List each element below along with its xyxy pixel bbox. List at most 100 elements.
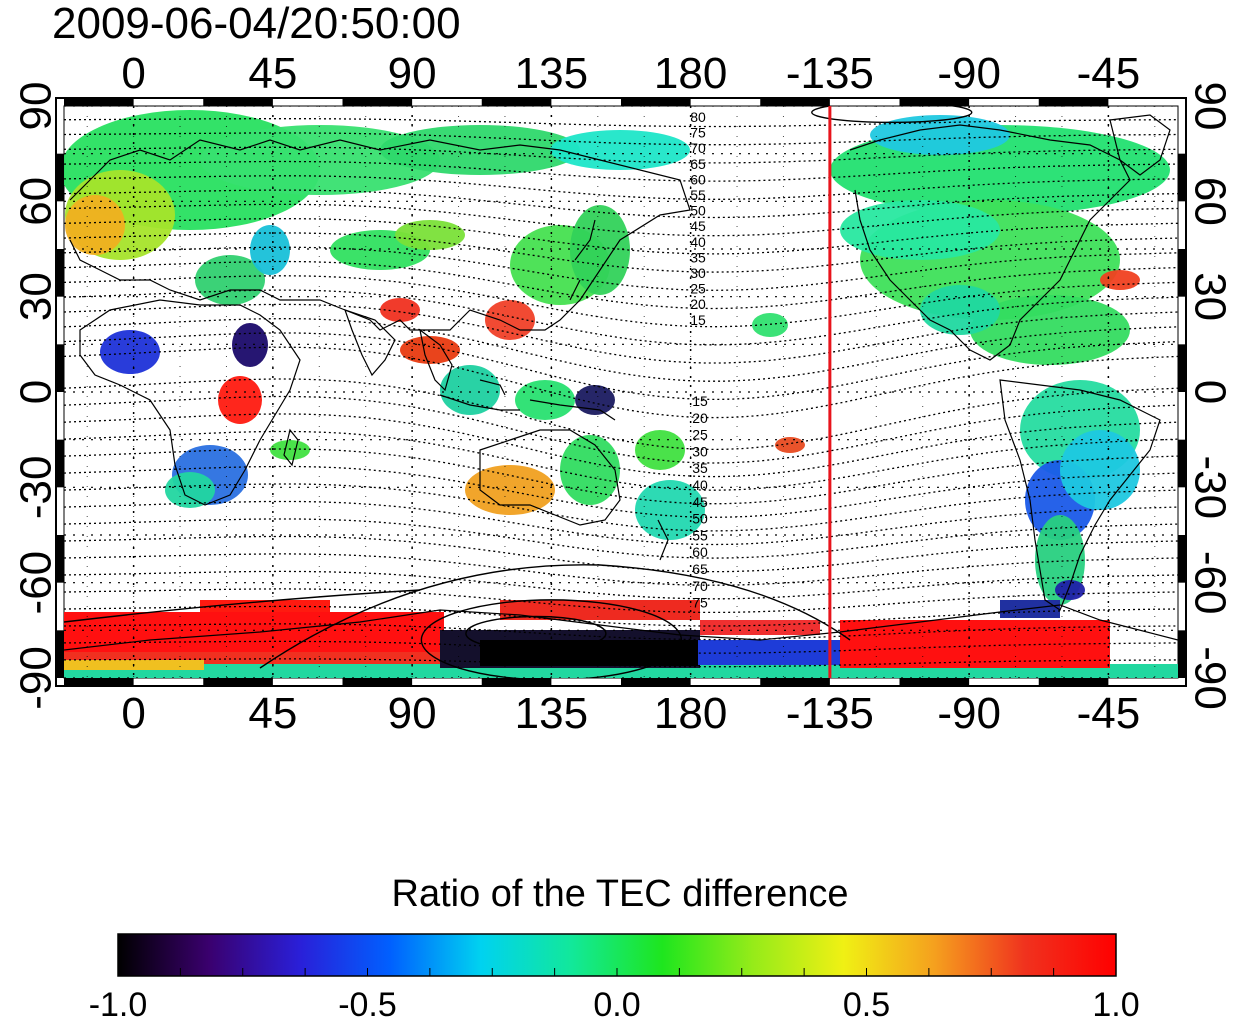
top-axis-tick-label: 135: [515, 49, 588, 98]
contour-label-north: 60: [690, 171, 706, 187]
contour-label-south: 70: [692, 578, 708, 594]
contour-line: [64, 332, 1178, 401]
contour-line: [64, 500, 1178, 546]
contour-label-south: 40: [692, 477, 708, 493]
tick-bar-right: [1178, 344, 1186, 392]
coastline-path: [283, 428, 299, 467]
contour-label-north: 75: [690, 125, 706, 141]
data-patch: [380, 298, 420, 322]
contour-line: [64, 132, 1178, 146]
left-axis-tick-label: 30: [12, 272, 61, 321]
left-axis-tick-label: -90: [12, 646, 61, 710]
tick-bar-left: [56, 535, 64, 583]
tick-bar-left: [56, 630, 64, 678]
colorbar-tick-label: -0.5: [338, 986, 397, 1024]
tick-bar-bottom: [481, 678, 552, 686]
contour-oval: [811, 106, 973, 124]
contour-label-north: 70: [690, 140, 706, 156]
data-patch: [635, 480, 705, 540]
contour-line: [64, 553, 1178, 586]
contour-label-south: 15: [692, 393, 708, 409]
top-axis-tick-label: 0: [121, 49, 145, 98]
data-patch: [100, 330, 160, 374]
contour-line: [64, 118, 1178, 128]
top-axis-tick-label: 180: [654, 49, 727, 98]
tick-bar-top: [621, 98, 691, 106]
data-patch: [165, 472, 215, 508]
contour-line: [64, 175, 1178, 200]
tick-bar-bottom: [1038, 678, 1109, 686]
coastline-path: [999, 379, 1161, 611]
bottom-axis-tick-label: 180: [654, 689, 727, 738]
contour-line: [64, 246, 1178, 291]
data-patch: [560, 435, 620, 505]
contour-line: [64, 658, 1178, 668]
coastline-path: [439, 379, 616, 421]
bottom-axis-tick-label: 135: [515, 689, 588, 738]
tick-bar-top: [1038, 98, 1109, 106]
contour-line: [64, 189, 1178, 219]
contour-label-south: 50: [692, 511, 708, 527]
contour-line: [64, 483, 1178, 532]
colorbar-tick-label: -1.0: [89, 986, 148, 1024]
contour-label-south: 75: [692, 595, 708, 611]
contour-line: [64, 413, 1178, 478]
contour-label-north: 80: [690, 109, 706, 125]
coastline-path: [344, 309, 396, 377]
contour-line: [64, 260, 1178, 310]
tick-bar-right: [1178, 439, 1186, 488]
data-patch: [1060, 430, 1140, 510]
contour-line: [64, 623, 1178, 641]
tec-data-patches: [64, 110, 1178, 678]
contour-line: [64, 346, 1178, 419]
data-patch: [270, 440, 310, 460]
contour-line: [64, 570, 1178, 600]
right-axis-tick-label: 60: [1186, 177, 1235, 226]
bottom-axis-tick-label: 45: [248, 689, 297, 738]
right-axis-tick-label: -60: [1186, 551, 1235, 615]
coastline-path: [479, 429, 621, 526]
data-patch: [870, 115, 1010, 155]
colorbar-title: Ratio of the TEC difference: [391, 873, 849, 915]
tick-bar-right: [1178, 630, 1186, 678]
contour-line: [64, 448, 1178, 505]
contour-label-north: 35: [690, 249, 706, 265]
data-patch: [465, 465, 555, 515]
contour-label-north: 15: [690, 312, 706, 328]
tick-bar-top: [760, 98, 830, 106]
data-patch: [970, 295, 1130, 365]
contour-label-south: 65: [692, 561, 708, 577]
data-patch: [195, 255, 265, 305]
coastlines: [64, 114, 1178, 651]
bottom-axis-tick-label: -135: [786, 689, 874, 738]
contour-label-north: 40: [690, 234, 706, 250]
contour-label-south: 55: [692, 527, 708, 543]
data-patch: [250, 225, 290, 275]
left-axis-tick-label: 90: [12, 82, 61, 131]
bottom-axis-tick-label: 0: [121, 689, 145, 738]
tick-bar-right: [1178, 153, 1186, 202]
contour-line: [64, 303, 1178, 364]
axis-labels: 0 45 90 135 180 -135 -90 -450 45 90 135 180 -135 -90-…: [12, 49, 1235, 738]
tick-bar-top: [203, 98, 273, 106]
top-axis-tick-label: 90: [388, 49, 437, 98]
data-cell: [698, 640, 848, 665]
colorbar-tick-label: 1.0: [1092, 986, 1139, 1024]
bottom-axis-tick-label: -45: [1077, 689, 1141, 738]
contour-label-north: 25: [690, 281, 706, 297]
data-patch: [1100, 270, 1140, 290]
contour-line: [64, 588, 1178, 614]
tick-bar-bottom: [899, 678, 970, 686]
tick-bar-top: [342, 98, 413, 106]
data-patch: [1055, 580, 1085, 600]
magnetic-latitude-contours: [64, 106, 1178, 678]
contour-line-solid: [64, 589, 421, 623]
data-patch: [635, 430, 685, 470]
tick-bar-left: [56, 344, 64, 392]
contour-line: [64, 518, 1178, 559]
data-patch: [840, 200, 1000, 260]
contour-line: [64, 535, 1178, 573]
data-patch: [400, 336, 460, 364]
